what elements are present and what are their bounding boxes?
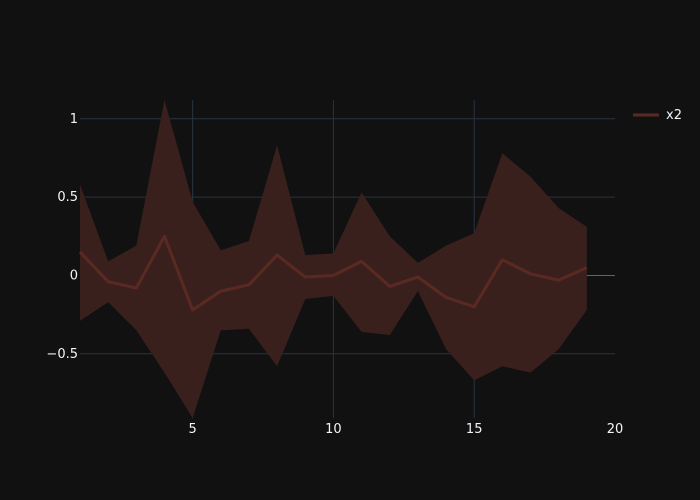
series-x2-band xyxy=(80,100,587,418)
legend-label-x2: x2 xyxy=(666,108,682,123)
x-tick-label: 20 xyxy=(607,422,624,437)
series-line-group xyxy=(78,234,588,312)
series-x2-line xyxy=(78,234,588,312)
x-tick-label: 10 xyxy=(325,422,342,437)
x-axis-ticks: 5 10 15 20 xyxy=(188,422,623,437)
y-tick-label: 1 xyxy=(70,112,78,127)
x-tick-label: 15 xyxy=(466,422,483,437)
y-tick-label: 0.5 xyxy=(57,190,78,205)
x-tick-label: 5 xyxy=(188,422,196,437)
y-tick-label: 0 xyxy=(70,268,78,283)
legend[interactable]: x2 xyxy=(633,108,682,123)
y-tick-label: −0.5 xyxy=(46,347,78,362)
series-band xyxy=(80,100,587,418)
y-axis-ticks: −0.5 0 0.5 1 xyxy=(46,112,78,362)
